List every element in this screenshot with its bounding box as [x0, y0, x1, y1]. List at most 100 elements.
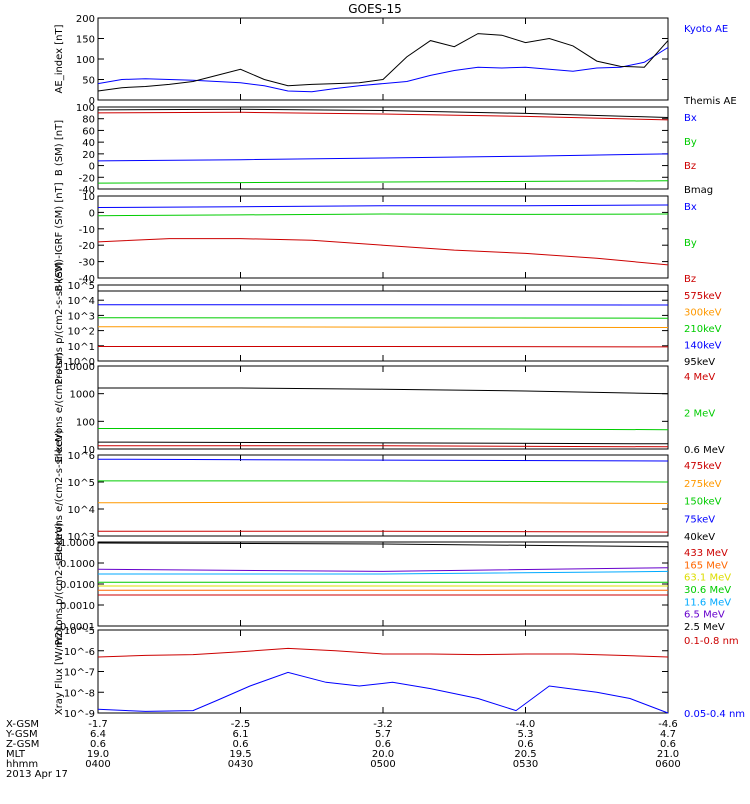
legend-entry: 150keV	[684, 497, 722, 508]
y-tick-label: 0.0100	[60, 580, 95, 591]
y-tick-label: 10^-8	[64, 688, 95, 699]
y-tick-label: 0	[89, 162, 95, 173]
y-tick-label: 10000	[63, 362, 95, 373]
y-tick-label: 10^6	[68, 451, 95, 462]
y-tick-label: 60	[82, 126, 95, 137]
panel-frame	[98, 18, 668, 100]
legend-entry: Bmag	[684, 185, 713, 196]
legend-entry: 11.6 MeV	[684, 597, 731, 608]
y-tick-label: -20	[79, 173, 95, 184]
legend-entry: 0.6 MeV	[684, 445, 725, 456]
y-tick-label: 100	[76, 417, 95, 428]
y-tick-label: 10^2	[68, 327, 95, 338]
y-tick-label: 150	[76, 35, 95, 46]
y-tick-label: -20	[79, 241, 95, 252]
series-line-by	[98, 181, 668, 183]
plot-title: GOES-15	[348, 2, 402, 16]
series-line-kyoto-ae	[98, 48, 668, 92]
panel-frame	[98, 542, 668, 626]
y-tick-label: 1.0000	[60, 538, 95, 549]
y-tick-label: 10^3	[68, 311, 95, 322]
series-line-0-1-0-8-nm	[98, 648, 668, 657]
y-tick-label: 10^-7	[64, 668, 95, 679]
panel-frame	[98, 630, 668, 713]
y-tick-label: 80	[82, 115, 95, 126]
x-axis-row-label: 2013 Apr 17	[6, 769, 68, 780]
series-line-by	[98, 214, 668, 216]
y-tick-label: 200	[76, 14, 95, 25]
y-tick-label: 10^-6	[64, 647, 95, 658]
y-tick-label: 10^4	[68, 505, 95, 516]
series-line-150kev	[98, 481, 668, 482]
panel-frame	[98, 285, 668, 361]
series-line-bx	[98, 154, 668, 161]
y-tick-label: 0.0010	[60, 601, 95, 612]
legend-entry: 210keV	[684, 324, 722, 335]
legend-entry: 140keV	[684, 341, 722, 352]
y-tick-label: 0.1000	[60, 559, 95, 570]
series-line-bmag	[98, 109, 668, 117]
legend-entry: By	[684, 238, 697, 249]
series-line-bz	[98, 239, 668, 265]
series-line-2-mev	[98, 429, 668, 430]
y-tick-label: 10^5	[68, 281, 95, 292]
series-line-300kev	[98, 327, 668, 328]
legend-entry: 433 MeV	[684, 548, 728, 559]
y-tick-label: 10^-5	[64, 626, 95, 637]
legend-entry: By	[684, 137, 697, 148]
series-line-0-05-0-4-nm	[98, 672, 668, 713]
x-axis-value: 0430	[228, 759, 253, 770]
panel-frame	[98, 366, 668, 449]
y-tick-label: 10^1	[68, 342, 95, 353]
y-tick-label: 10^4	[68, 296, 95, 307]
y-tick-label: 100	[76, 55, 95, 66]
series-line-bx	[98, 205, 668, 208]
y-axis-label: AE_index [nT]	[54, 24, 65, 93]
x-axis-value: 0400	[85, 759, 110, 770]
y-axis-label: Xray Flux [W/m2]	[54, 628, 65, 715]
x-axis-value: 0530	[513, 759, 538, 770]
legend-entry: Kyoto AE	[684, 24, 728, 35]
legend-entry: 2 MeV	[684, 409, 715, 420]
legend-entry: 0.05-0.4 nm	[684, 709, 745, 720]
legend-entry: 475keV	[684, 461, 722, 472]
y-tick-label: -10	[79, 225, 95, 236]
panel-frame	[98, 196, 668, 278]
legend-entry: 30.6 MeV	[684, 585, 731, 596]
legend-entry: 40keV	[684, 532, 715, 543]
legend-entry: 75keV	[684, 514, 715, 525]
legend-entry: Themis AE	[683, 96, 737, 107]
legend-entry: 0.1-0.8 nm	[684, 636, 739, 647]
legend-entry: 4 MeV	[684, 372, 715, 383]
series-line-0-6-mev	[98, 388, 668, 394]
series-line-6-5-mev	[98, 568, 668, 572]
legend-entry: 2.5 MeV	[684, 622, 725, 633]
legend-entry: 63.1 MeV	[684, 573, 731, 584]
y-tick-label: 20	[82, 150, 95, 161]
legend-entry: 95keV	[684, 357, 715, 368]
legend-entry: 575keV	[684, 291, 722, 302]
series-line-themis-ae	[98, 34, 668, 91]
panel-frame	[98, 455, 668, 536]
legend-entry: 165 MeV	[684, 560, 728, 571]
y-tick-label: 100	[76, 103, 95, 114]
series-line-bz	[98, 112, 668, 120]
x-axis-value: 0600	[655, 759, 680, 770]
legend-entry: 300keV	[684, 308, 722, 319]
legend-entry: 6.5 MeV	[684, 610, 725, 621]
x-axis-value: 0500	[370, 759, 395, 770]
legend-entry: Bz	[684, 274, 696, 285]
y-tick-label: 10^5	[68, 478, 95, 489]
legend-entry: Bx	[684, 202, 697, 213]
panel-frame	[98, 107, 668, 189]
